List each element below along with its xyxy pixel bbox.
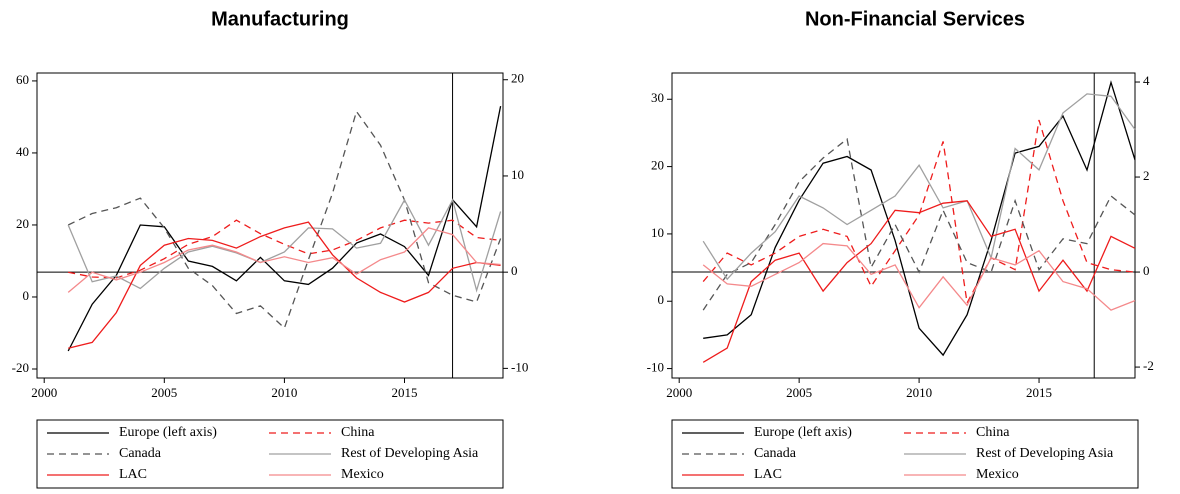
legend-label: China xyxy=(341,425,375,440)
legend-label: Mexico xyxy=(341,467,384,482)
y-tick-label: 40 xyxy=(16,144,29,159)
series-line xyxy=(67,105,502,352)
y-tick-label: 0 xyxy=(23,288,30,303)
series-line xyxy=(68,219,501,279)
y-tick-label: 60 xyxy=(16,72,29,87)
chart-title: Non-Financial Services xyxy=(805,8,1025,30)
legend-label: Rest of Developing Asia xyxy=(341,446,479,461)
x-tick-label: 2010 xyxy=(271,385,297,400)
legend-label: Europe (left axis) xyxy=(754,425,852,440)
legend-label: China xyxy=(976,425,1010,440)
y2-tick-label: -10 xyxy=(511,359,528,374)
y-tick-label: -10 xyxy=(647,360,664,375)
y2-tick-label: 2 xyxy=(1143,168,1150,183)
y2-tick-label: 0 xyxy=(1143,263,1150,278)
legend-box xyxy=(671,419,1139,489)
series-line xyxy=(67,198,502,293)
y2-tick-label: 0 xyxy=(511,263,518,278)
series-line xyxy=(702,137,1136,311)
x-tick-label: 2015 xyxy=(1026,385,1052,400)
legend-label: LAC xyxy=(119,467,147,482)
series-line xyxy=(702,119,1136,305)
y2-tick-label: 4 xyxy=(1143,73,1150,88)
series-line xyxy=(702,93,1136,281)
y-tick-label: 10 xyxy=(651,225,664,240)
series-line xyxy=(68,221,501,349)
plot-frame xyxy=(36,72,504,379)
legend-label: Rest of Developing Asia xyxy=(976,446,1114,461)
legend-label: Canada xyxy=(119,446,162,461)
x-tick-label: 2005 xyxy=(151,385,177,400)
y2-tick-label: 10 xyxy=(511,167,524,182)
x-tick-label: 2015 xyxy=(392,385,418,400)
y-tick-label: 20 xyxy=(16,216,29,231)
chart-title: Manufacturing xyxy=(211,8,349,30)
legend-label: Mexico xyxy=(976,467,1019,482)
legend-label: Europe (left axis) xyxy=(119,425,217,440)
x-tick-label: 2000 xyxy=(31,385,57,400)
x-tick-label: 2000 xyxy=(666,385,692,400)
y2-tick-label: 20 xyxy=(511,71,524,86)
legend-box xyxy=(36,419,504,489)
series-line xyxy=(702,200,1136,363)
plot-frame xyxy=(671,72,1136,379)
series-line xyxy=(67,227,501,293)
y-tick-label: 0 xyxy=(658,292,665,307)
x-tick-label: 2005 xyxy=(786,385,812,400)
series-line xyxy=(702,242,1136,311)
legend-label: LAC xyxy=(754,467,782,482)
y-tick-label: 20 xyxy=(651,158,664,173)
y2-tick-label: -2 xyxy=(1143,358,1154,373)
legend-label: Canada xyxy=(754,446,797,461)
y-tick-label: -20 xyxy=(12,360,29,375)
series-line xyxy=(703,80,1136,357)
x-tick-label: 2010 xyxy=(906,385,932,400)
series-line xyxy=(67,110,502,330)
y-tick-label: 30 xyxy=(651,90,664,105)
